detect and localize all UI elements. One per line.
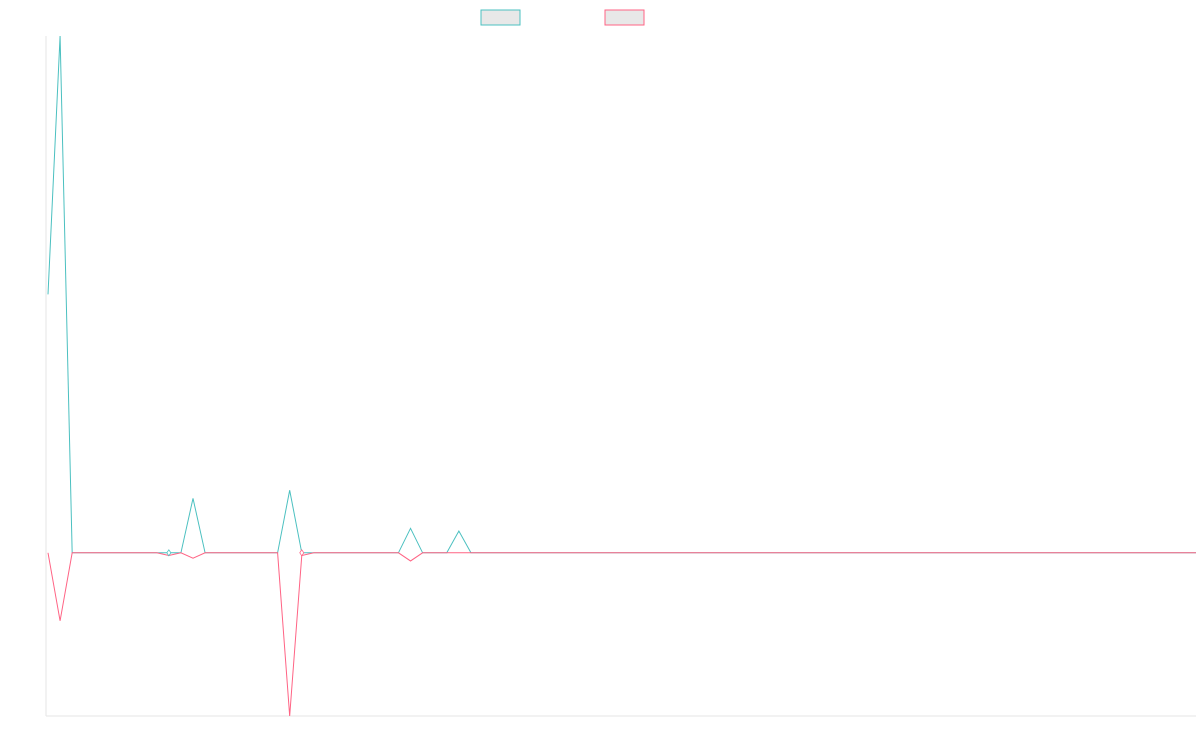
legend-swatch-series-2[interactable] [604,9,645,26]
axes [45,36,1196,717]
series-2-line[interactable] [47,552,1196,717]
series-2-area [48,553,1196,716]
plot-area [47,35,1196,717]
data-point-marker[interactable] [299,549,305,557]
legend [480,9,645,26]
series-1-area [48,36,1196,553]
legend-swatch-series-1[interactable] [480,9,521,26]
series-1-line[interactable] [47,35,1196,554]
data-point-marker[interactable] [166,549,172,557]
